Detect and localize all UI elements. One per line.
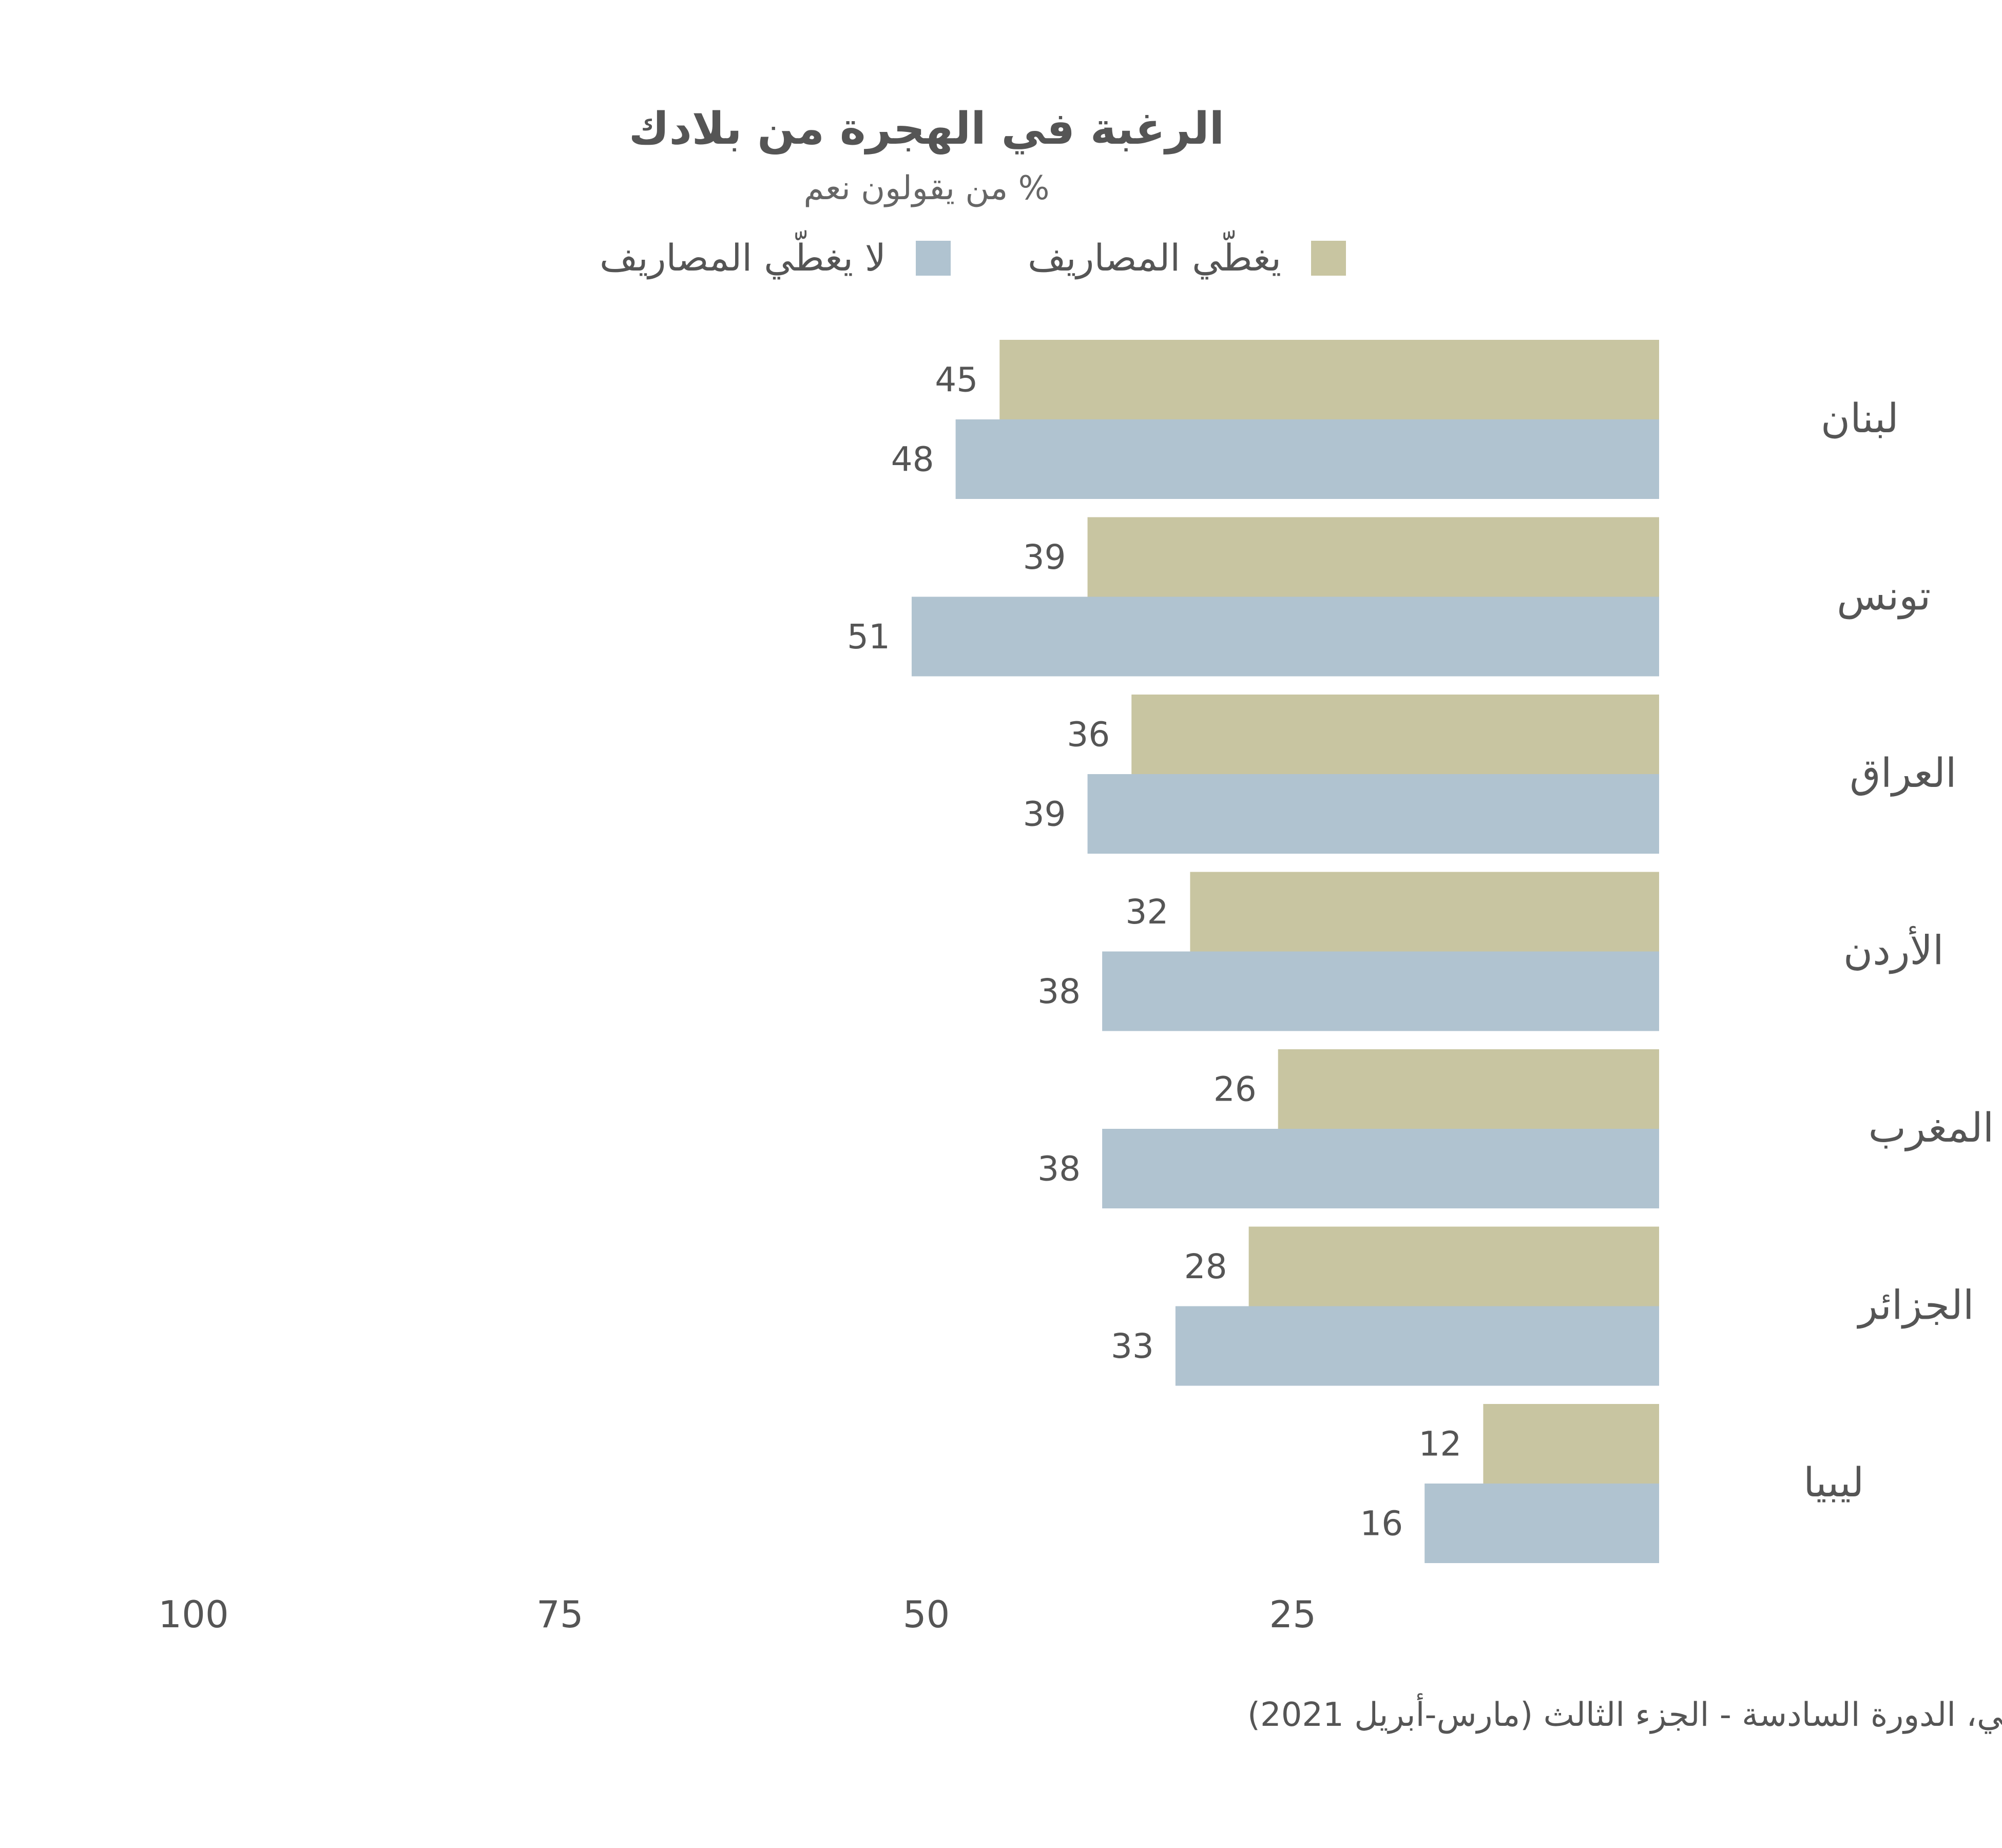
- category-label: الجزائر: [1856, 1283, 1974, 1330]
- category-label: ليبيا: [1803, 1460, 1864, 1506]
- value-label: 36: [1067, 715, 1110, 755]
- value-label: 28: [1184, 1247, 1227, 1286]
- legend-swatch: [916, 241, 951, 276]
- chart-title: الرغبة في الهجرة من بلادك: [629, 103, 1224, 155]
- value-label: 38: [1037, 972, 1081, 1011]
- category-label: تونس: [1837, 573, 1931, 620]
- bar-not-covers-2: [1087, 774, 1659, 854]
- bar-covers-4: [1278, 1049, 1659, 1129]
- bar-not-covers-3: [1102, 951, 1659, 1031]
- bar-not-covers-0: [955, 419, 1659, 499]
- value-labels: 45 48 39 51 36 39 32 38 26 38 28 33 12 16: [847, 360, 1461, 1544]
- value-label: 12: [1418, 1424, 1461, 1464]
- value-label: 32: [1125, 892, 1168, 932]
- legend-swatch: [1311, 241, 1346, 276]
- bar-covers-2: [1131, 695, 1659, 774]
- bar-not-covers-5: [1175, 1306, 1659, 1386]
- legend: يغطّي المصاريف لا يغطّي المصاريف: [600, 230, 1346, 280]
- value-label: 51: [847, 617, 890, 657]
- category-labels: لبنان تونس العراق الأردن المغرب الجزائر ليبيا: [1803, 396, 1994, 1506]
- bar-not-covers-1: [911, 596, 1659, 677]
- bar-covers-1: [1087, 517, 1659, 597]
- x-tick-label: 75: [536, 1593, 584, 1636]
- bar-covers-3: [1190, 872, 1659, 952]
- value-label: 26: [1214, 1070, 1257, 1109]
- x-tick-label: 100: [158, 1593, 228, 1636]
- x-axis: 100 75 50 25: [158, 1593, 1316, 1636]
- source-note: الباروميتر العربي، الدورة السادسة - الجز…: [1247, 1693, 2002, 1734]
- value-label: 45: [935, 360, 978, 400]
- x-tick-label: 25: [1269, 1593, 1316, 1636]
- category-label: لبنان: [1821, 396, 1899, 442]
- bar-covers-5: [1248, 1226, 1659, 1306]
- bar-covers-0: [999, 340, 1659, 419]
- value-label: 39: [1023, 537, 1066, 577]
- bar-not-covers-4: [1102, 1129, 1659, 1208]
- category-label: المغرب: [1869, 1105, 1994, 1152]
- legend-label: لا يغطّي المصاريف: [600, 230, 886, 280]
- category-label: الأردن: [1843, 927, 1944, 974]
- legend-label: يغطّي المصاريف: [1028, 230, 1281, 280]
- value-label: 16: [1360, 1504, 1403, 1544]
- bars: [911, 340, 1659, 1563]
- value-label: 38: [1037, 1149, 1081, 1189]
- bar-not-covers-6: [1424, 1484, 1659, 1563]
- value-label: 33: [1111, 1326, 1154, 1366]
- bar-covers-6: [1483, 1404, 1659, 1484]
- value-label: 48: [891, 440, 934, 479]
- x-tick-label: 50: [903, 1593, 950, 1636]
- value-label: 39: [1023, 795, 1066, 834]
- chart-subtitle: % من يقولون نعم: [804, 169, 1050, 207]
- category-label: العراق: [1850, 750, 1956, 797]
